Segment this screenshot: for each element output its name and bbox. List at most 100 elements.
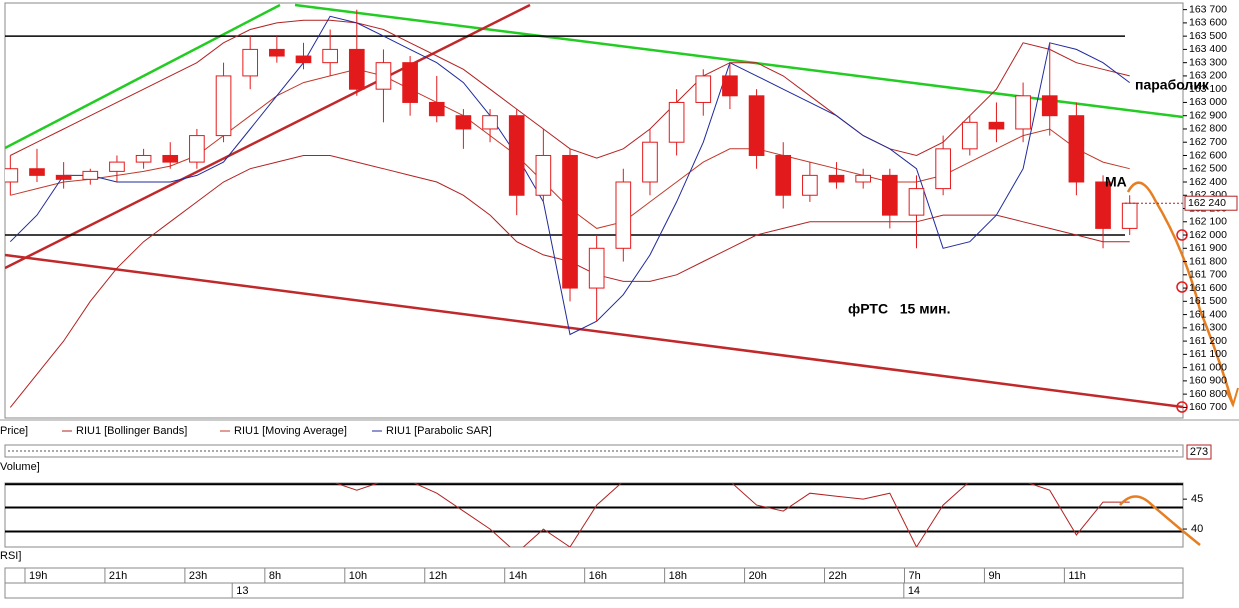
candle-body (615, 181, 632, 249)
candle-body (269, 48, 285, 57)
candle-body (908, 188, 925, 216)
y-tick-label: 162 500 (1189, 163, 1227, 175)
candle-body (1041, 95, 1058, 117)
y-tick-label: 161 800 (1189, 255, 1227, 267)
candle-body (162, 154, 179, 163)
candle-body (1121, 202, 1138, 229)
y-tick-label: 163 300 (1189, 56, 1227, 68)
x-tick-label: 19h (29, 570, 47, 582)
y-tick-label: 162 800 (1189, 123, 1227, 135)
x-tick-label: 20h (749, 570, 767, 582)
candle-body (1015, 95, 1031, 130)
date-tick-label: 14 (908, 585, 920, 597)
x-tick-label: 16h (589, 570, 607, 582)
candle-body (348, 48, 365, 90)
annotation: фРТС 15 мин. (848, 301, 951, 317)
y-tick-label: 161 400 (1189, 308, 1227, 320)
y-tick-label: 163 000 (1189, 96, 1227, 108)
y-tick-label: 163 700 (1189, 3, 1227, 15)
y-tick-label: 163 500 (1189, 30, 1227, 42)
rsi-tick-label: 40 (1191, 523, 1203, 535)
legend: RIU1 [Bollinger Bands] RIU1 [Moving Avera… (62, 425, 492, 437)
x-tick-label: 7h (908, 570, 920, 582)
candle-body (55, 174, 72, 180)
x-tick-label: 14h (509, 570, 527, 582)
annotation: MA (1105, 174, 1127, 190)
y-tick-label: 162 700 (1189, 136, 1227, 148)
trend-lines (5, 3, 1183, 409)
y-tick-label: 160 900 (1189, 375, 1227, 387)
x-tick-label: 9h (988, 570, 1000, 582)
candle-body (1068, 115, 1085, 183)
date-tick-label: 13 (236, 585, 248, 597)
y-tick-label: 162 000 (1189, 229, 1227, 241)
x-tick-label: 23h (189, 570, 207, 582)
candle-body (82, 170, 99, 180)
candle-body (135, 154, 152, 163)
rsi-label: RSI] (0, 550, 21, 562)
price-plot (5, 9, 1138, 408)
annotation: параболик (1135, 77, 1210, 93)
candle-body (855, 174, 872, 183)
candle-body (748, 95, 765, 156)
legend-label: RIU1 [Moving Average] (234, 425, 347, 437)
candle-body (375, 62, 392, 90)
candle-body (775, 154, 792, 196)
forecast-arrow (1225, 387, 1239, 408)
volume-panel (4, 444, 1184, 458)
y-tick-label: 161 100 (1189, 348, 1227, 360)
rsi-forecast (1119, 495, 1201, 546)
y-tick-label: 160 700 (1189, 401, 1227, 413)
y-tick-label: 163 100 (1189, 83, 1227, 95)
candle-body (1095, 181, 1111, 229)
price-panel (4, 2, 1184, 419)
y-tick-label: 162 100 (1189, 216, 1227, 228)
candle-body (882, 174, 898, 216)
last-price-tag (1184, 195, 1238, 211)
y-tick-label: 161 700 (1189, 269, 1227, 281)
candle-body (189, 135, 205, 163)
y-tick-label: 161 200 (1189, 335, 1227, 347)
y-tick-label: 161 600 (1189, 282, 1227, 294)
candle-body (455, 115, 472, 130)
x-tick-label: 10h (349, 570, 367, 582)
y-tick-label: 161 500 (1189, 295, 1227, 307)
candle-body (802, 174, 818, 196)
y-tick-label: 163 200 (1189, 70, 1227, 82)
x-tick-label: 21h (109, 570, 127, 582)
rsi-line (333, 483, 1130, 547)
legend-price: Price] (0, 425, 28, 437)
x-tick-label: 22h (829, 570, 847, 582)
overlay-line (9, 15, 1130, 336)
volume-label: Volume] (0, 461, 40, 473)
y-tick-label: 162 900 (1189, 109, 1227, 121)
candle-body (828, 174, 845, 183)
y-tick-label: 161 900 (1189, 242, 1227, 254)
x-tick-label: 11h (1068, 570, 1086, 582)
y-tick-label: 161 300 (1189, 322, 1227, 334)
x-tick-label: 12h (429, 570, 447, 582)
candle-body (29, 168, 45, 176)
candle-body (482, 115, 498, 130)
candle-body (722, 75, 738, 97)
candle-body (642, 141, 658, 183)
candle-body (988, 121, 1005, 130)
rsi-plot (5, 483, 1183, 547)
legend-label: RIU1 [Parabolic SAR] (386, 425, 492, 437)
volume-tag (1186, 444, 1212, 460)
candle-body (935, 148, 951, 190)
candle-body (508, 115, 525, 196)
candle-body (322, 48, 338, 64)
volume-value: 273 (1190, 446, 1208, 458)
candle-body (562, 154, 578, 289)
candle-body (242, 48, 259, 77)
x-tick-label: 8h (269, 570, 281, 582)
rsi-tick-label: 45 (1191, 493, 1203, 505)
marker (1176, 281, 1188, 293)
y-tick-label: 163 600 (1189, 17, 1227, 29)
rsi-panel (4, 482, 1184, 548)
y-tick-label: 162 400 (1189, 176, 1227, 188)
last-price-label: 162 240 (1188, 197, 1226, 209)
candle-body (215, 75, 232, 137)
